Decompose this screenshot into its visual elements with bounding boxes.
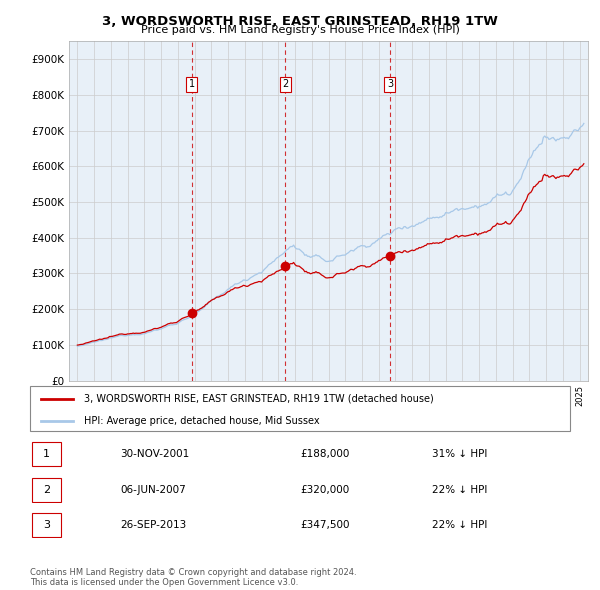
Text: 26-SEP-2013: 26-SEP-2013 [120, 520, 186, 530]
Text: 30-NOV-2001: 30-NOV-2001 [120, 450, 189, 459]
Text: 1: 1 [43, 450, 50, 459]
FancyBboxPatch shape [32, 478, 61, 502]
Text: 22% ↓ HPI: 22% ↓ HPI [432, 485, 487, 494]
FancyBboxPatch shape [32, 513, 61, 537]
Text: £347,500: £347,500 [300, 520, 349, 530]
Text: £320,000: £320,000 [300, 485, 349, 494]
Text: HPI: Average price, detached house, Mid Sussex: HPI: Average price, detached house, Mid … [84, 416, 320, 426]
Text: Price paid vs. HM Land Registry's House Price Index (HPI): Price paid vs. HM Land Registry's House … [140, 25, 460, 35]
Text: 3, WORDSWORTH RISE, EAST GRINSTEAD, RH19 1TW (detached house): 3, WORDSWORTH RISE, EAST GRINSTEAD, RH19… [84, 394, 434, 404]
Text: 2: 2 [282, 79, 289, 89]
FancyBboxPatch shape [30, 386, 570, 431]
Text: Contains HM Land Registry data © Crown copyright and database right 2024.
This d: Contains HM Land Registry data © Crown c… [30, 568, 356, 587]
Text: 1: 1 [189, 79, 195, 89]
Text: 3: 3 [387, 79, 393, 89]
Text: 22% ↓ HPI: 22% ↓ HPI [432, 520, 487, 530]
Text: 3, WORDSWORTH RISE, EAST GRINSTEAD, RH19 1TW: 3, WORDSWORTH RISE, EAST GRINSTEAD, RH19… [102, 15, 498, 28]
FancyBboxPatch shape [32, 442, 61, 466]
Text: 31% ↓ HPI: 31% ↓ HPI [432, 450, 487, 459]
Text: 2: 2 [43, 485, 50, 494]
Text: 3: 3 [43, 520, 50, 530]
Text: 06-JUN-2007: 06-JUN-2007 [120, 485, 186, 494]
Text: £188,000: £188,000 [300, 450, 349, 459]
